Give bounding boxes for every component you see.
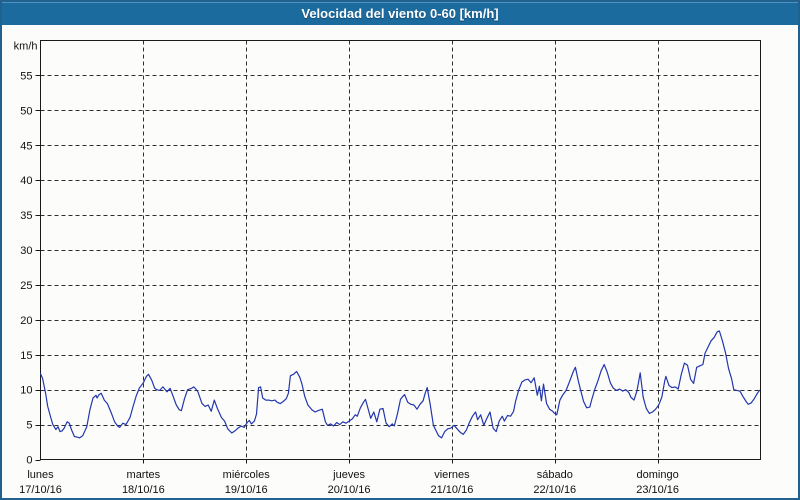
x-day-date: 22/10/16 (533, 484, 576, 496)
x-day-date: 19/10/16 (225, 484, 268, 496)
y-tick-label: 10 (20, 385, 32, 397)
x-day-name: sábado (537, 469, 573, 481)
x-day-date: 20/10/16 (328, 484, 371, 496)
y-tick-label: 35 (20, 210, 32, 222)
chart-title: Velocidad del viento 0-60 [km/h] (301, 6, 499, 21)
x-day-date: 21/10/16 (431, 484, 474, 496)
x-day-name: jueves (332, 469, 365, 481)
y-tick-label: 50 (20, 105, 32, 117)
x-day-date: 17/10/16 (19, 484, 62, 496)
x-day-name: martes (127, 469, 161, 481)
y-tick-label: 45 (20, 140, 32, 152)
y-tick-label: 0 (26, 455, 32, 467)
y-tick-label: 55 (20, 70, 32, 82)
y-axis-unit-label: km/h (14, 41, 38, 53)
y-tick-label: 30 (20, 245, 32, 257)
x-day-date: 23/10/16 (636, 484, 679, 496)
x-day-name: viernes (434, 469, 470, 481)
x-day-name: domingo (637, 469, 679, 481)
plot-border (40, 40, 761, 460)
y-tick-label: 40 (20, 175, 32, 187)
y-tick-label: 25 (20, 280, 32, 292)
y-tick-label: 5 (26, 420, 32, 432)
x-day-date: 18/10/16 (122, 484, 165, 496)
y-tick-label: 20 (20, 315, 32, 327)
x-day-name: miércoles (223, 469, 271, 481)
x-day-name: lunes (27, 469, 54, 481)
y-tick-label: 15 (20, 350, 32, 362)
chart-title-bar: Velocidad del viento 0-60 [km/h] (2, 2, 798, 25)
wind-speed-series-line (39, 330, 761, 439)
